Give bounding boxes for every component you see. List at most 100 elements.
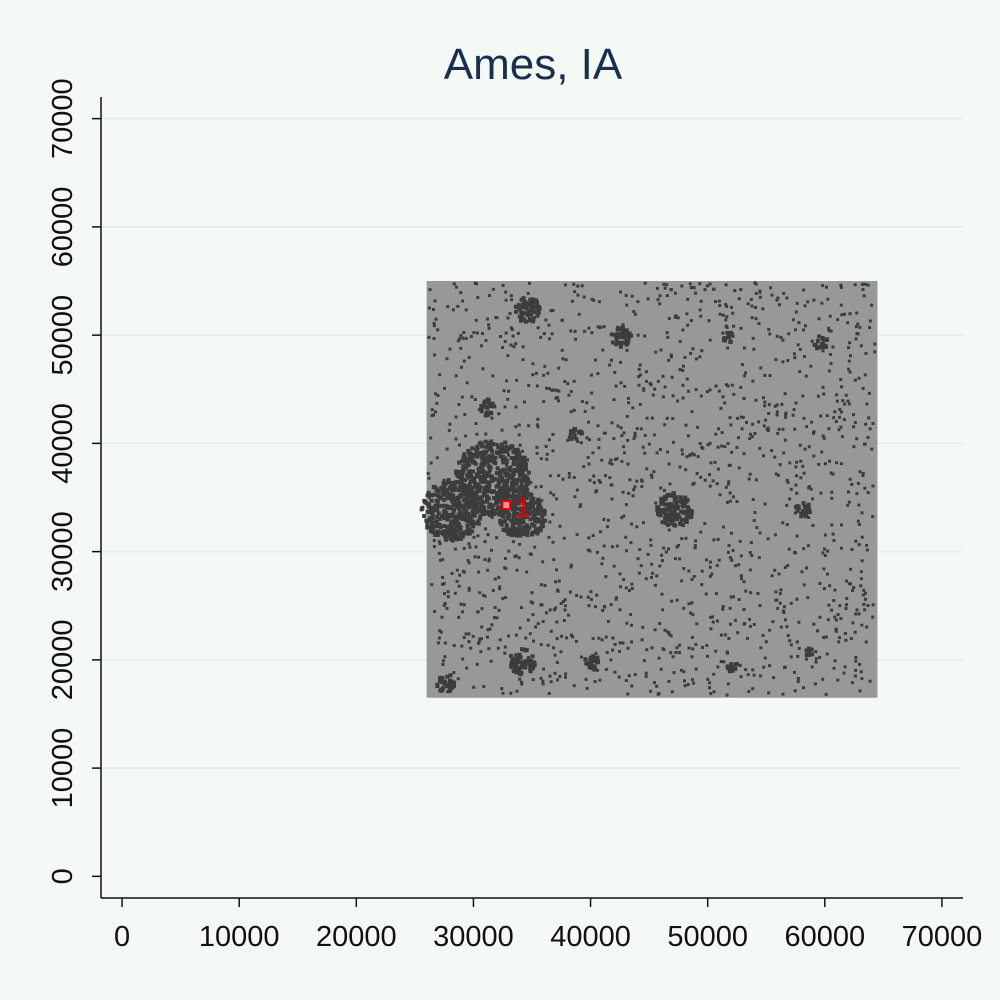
raster-pixel xyxy=(593,680,597,684)
raster-pixel xyxy=(448,347,452,351)
raster-pixel xyxy=(622,431,626,435)
raster-pixel xyxy=(737,598,741,602)
raster-pixel xyxy=(843,312,847,316)
raster-pixel xyxy=(470,489,475,494)
raster-pixel xyxy=(522,400,526,404)
raster-pixel xyxy=(724,485,728,489)
raster-pixel xyxy=(716,467,720,471)
x-tick-label: 10000 xyxy=(199,921,280,953)
raster-pixel xyxy=(742,452,746,456)
raster-pixel xyxy=(658,621,662,625)
raster-pixel xyxy=(846,399,850,403)
raster-pixel xyxy=(785,523,789,527)
raster-pixel xyxy=(491,442,496,447)
raster-pixel xyxy=(466,511,471,516)
raster-pixel xyxy=(514,405,518,409)
raster-pixel xyxy=(466,487,471,492)
raster-pixel xyxy=(619,290,623,294)
raster-pixel xyxy=(491,374,495,378)
raster-pixel xyxy=(509,664,514,669)
raster-pixel xyxy=(519,507,524,512)
raster-pixel xyxy=(739,574,743,578)
raster-pixel xyxy=(519,305,524,310)
raster-pixel xyxy=(854,539,858,543)
raster-pixel xyxy=(435,401,439,405)
raster-pixel xyxy=(557,366,561,370)
raster-pixel xyxy=(757,420,761,424)
raster-pixel xyxy=(597,300,601,304)
raster-pixel xyxy=(528,502,533,507)
raster-pixel xyxy=(458,337,462,341)
raster-pixel xyxy=(770,449,774,453)
raster-pixel xyxy=(564,672,568,676)
raster-pixel xyxy=(511,455,516,460)
raster-pixel xyxy=(498,518,503,523)
raster-pixel xyxy=(777,572,781,576)
raster-pixel xyxy=(596,325,600,329)
raster-pixel xyxy=(662,495,667,500)
raster-pixel xyxy=(618,572,622,576)
raster-pixel xyxy=(692,681,696,685)
raster-pixel xyxy=(467,640,471,644)
raster-pixel xyxy=(618,344,623,349)
raster-pixel xyxy=(746,673,750,677)
raster-pixel xyxy=(531,319,536,324)
raster-pixel xyxy=(664,516,669,521)
raster-pixel xyxy=(448,495,453,500)
raster-pixel xyxy=(690,655,694,659)
raster-pixel xyxy=(821,434,825,438)
raster-pixel xyxy=(836,318,840,322)
raster-pixel xyxy=(695,472,699,476)
raster-pixel xyxy=(728,499,732,503)
raster-pixel xyxy=(561,357,565,361)
raster-pixel xyxy=(479,479,484,484)
raster-pixel xyxy=(775,598,779,602)
raster-pixel xyxy=(543,584,547,588)
raster-pixel xyxy=(626,462,630,466)
raster-pixel xyxy=(866,491,870,495)
raster-pixel xyxy=(818,655,822,659)
raster-pixel xyxy=(854,655,858,659)
raster-pixel xyxy=(758,290,762,294)
raster-pixel xyxy=(819,414,823,418)
raster-pixel xyxy=(706,677,710,681)
raster-pixel xyxy=(445,606,449,610)
raster-pixel xyxy=(447,428,451,432)
raster-pixel xyxy=(773,568,777,572)
raster-pixel xyxy=(430,512,435,517)
raster-pixel xyxy=(437,522,442,527)
raster-pixel xyxy=(615,332,620,337)
raster-pixel xyxy=(644,379,648,383)
raster-pixel xyxy=(517,433,521,437)
raster-pixel xyxy=(484,449,489,454)
raster-pixel xyxy=(669,504,674,509)
raster-pixel xyxy=(453,591,457,595)
raster-pixel xyxy=(498,492,503,497)
raster-pixel xyxy=(803,447,807,451)
raster-pixel xyxy=(479,409,484,414)
raster-pixel xyxy=(645,467,649,471)
raster-pixel xyxy=(582,295,586,299)
raster-pixel xyxy=(508,465,513,470)
raster-pixel xyxy=(536,326,540,330)
raster-pixel xyxy=(791,413,795,417)
raster-pixel xyxy=(474,485,479,490)
raster-pixel xyxy=(754,282,758,286)
raster-pixel xyxy=(588,658,593,663)
raster-pixel xyxy=(477,516,482,521)
raster-pixel xyxy=(860,677,864,681)
raster-pixel xyxy=(784,411,788,415)
raster-pixel xyxy=(442,478,446,482)
raster-pixel xyxy=(530,591,534,595)
raster-pixel xyxy=(727,463,731,467)
raster-pixel xyxy=(542,512,547,517)
raster-pixel xyxy=(502,478,507,483)
raster-pixel xyxy=(440,490,445,495)
raster-pixel xyxy=(708,338,712,342)
y-tick-label: 70000 xyxy=(47,78,79,159)
raster-pixel xyxy=(810,420,814,424)
raster-pixel xyxy=(783,438,787,442)
raster-pixel xyxy=(514,304,519,309)
raster-pixel xyxy=(511,461,516,466)
